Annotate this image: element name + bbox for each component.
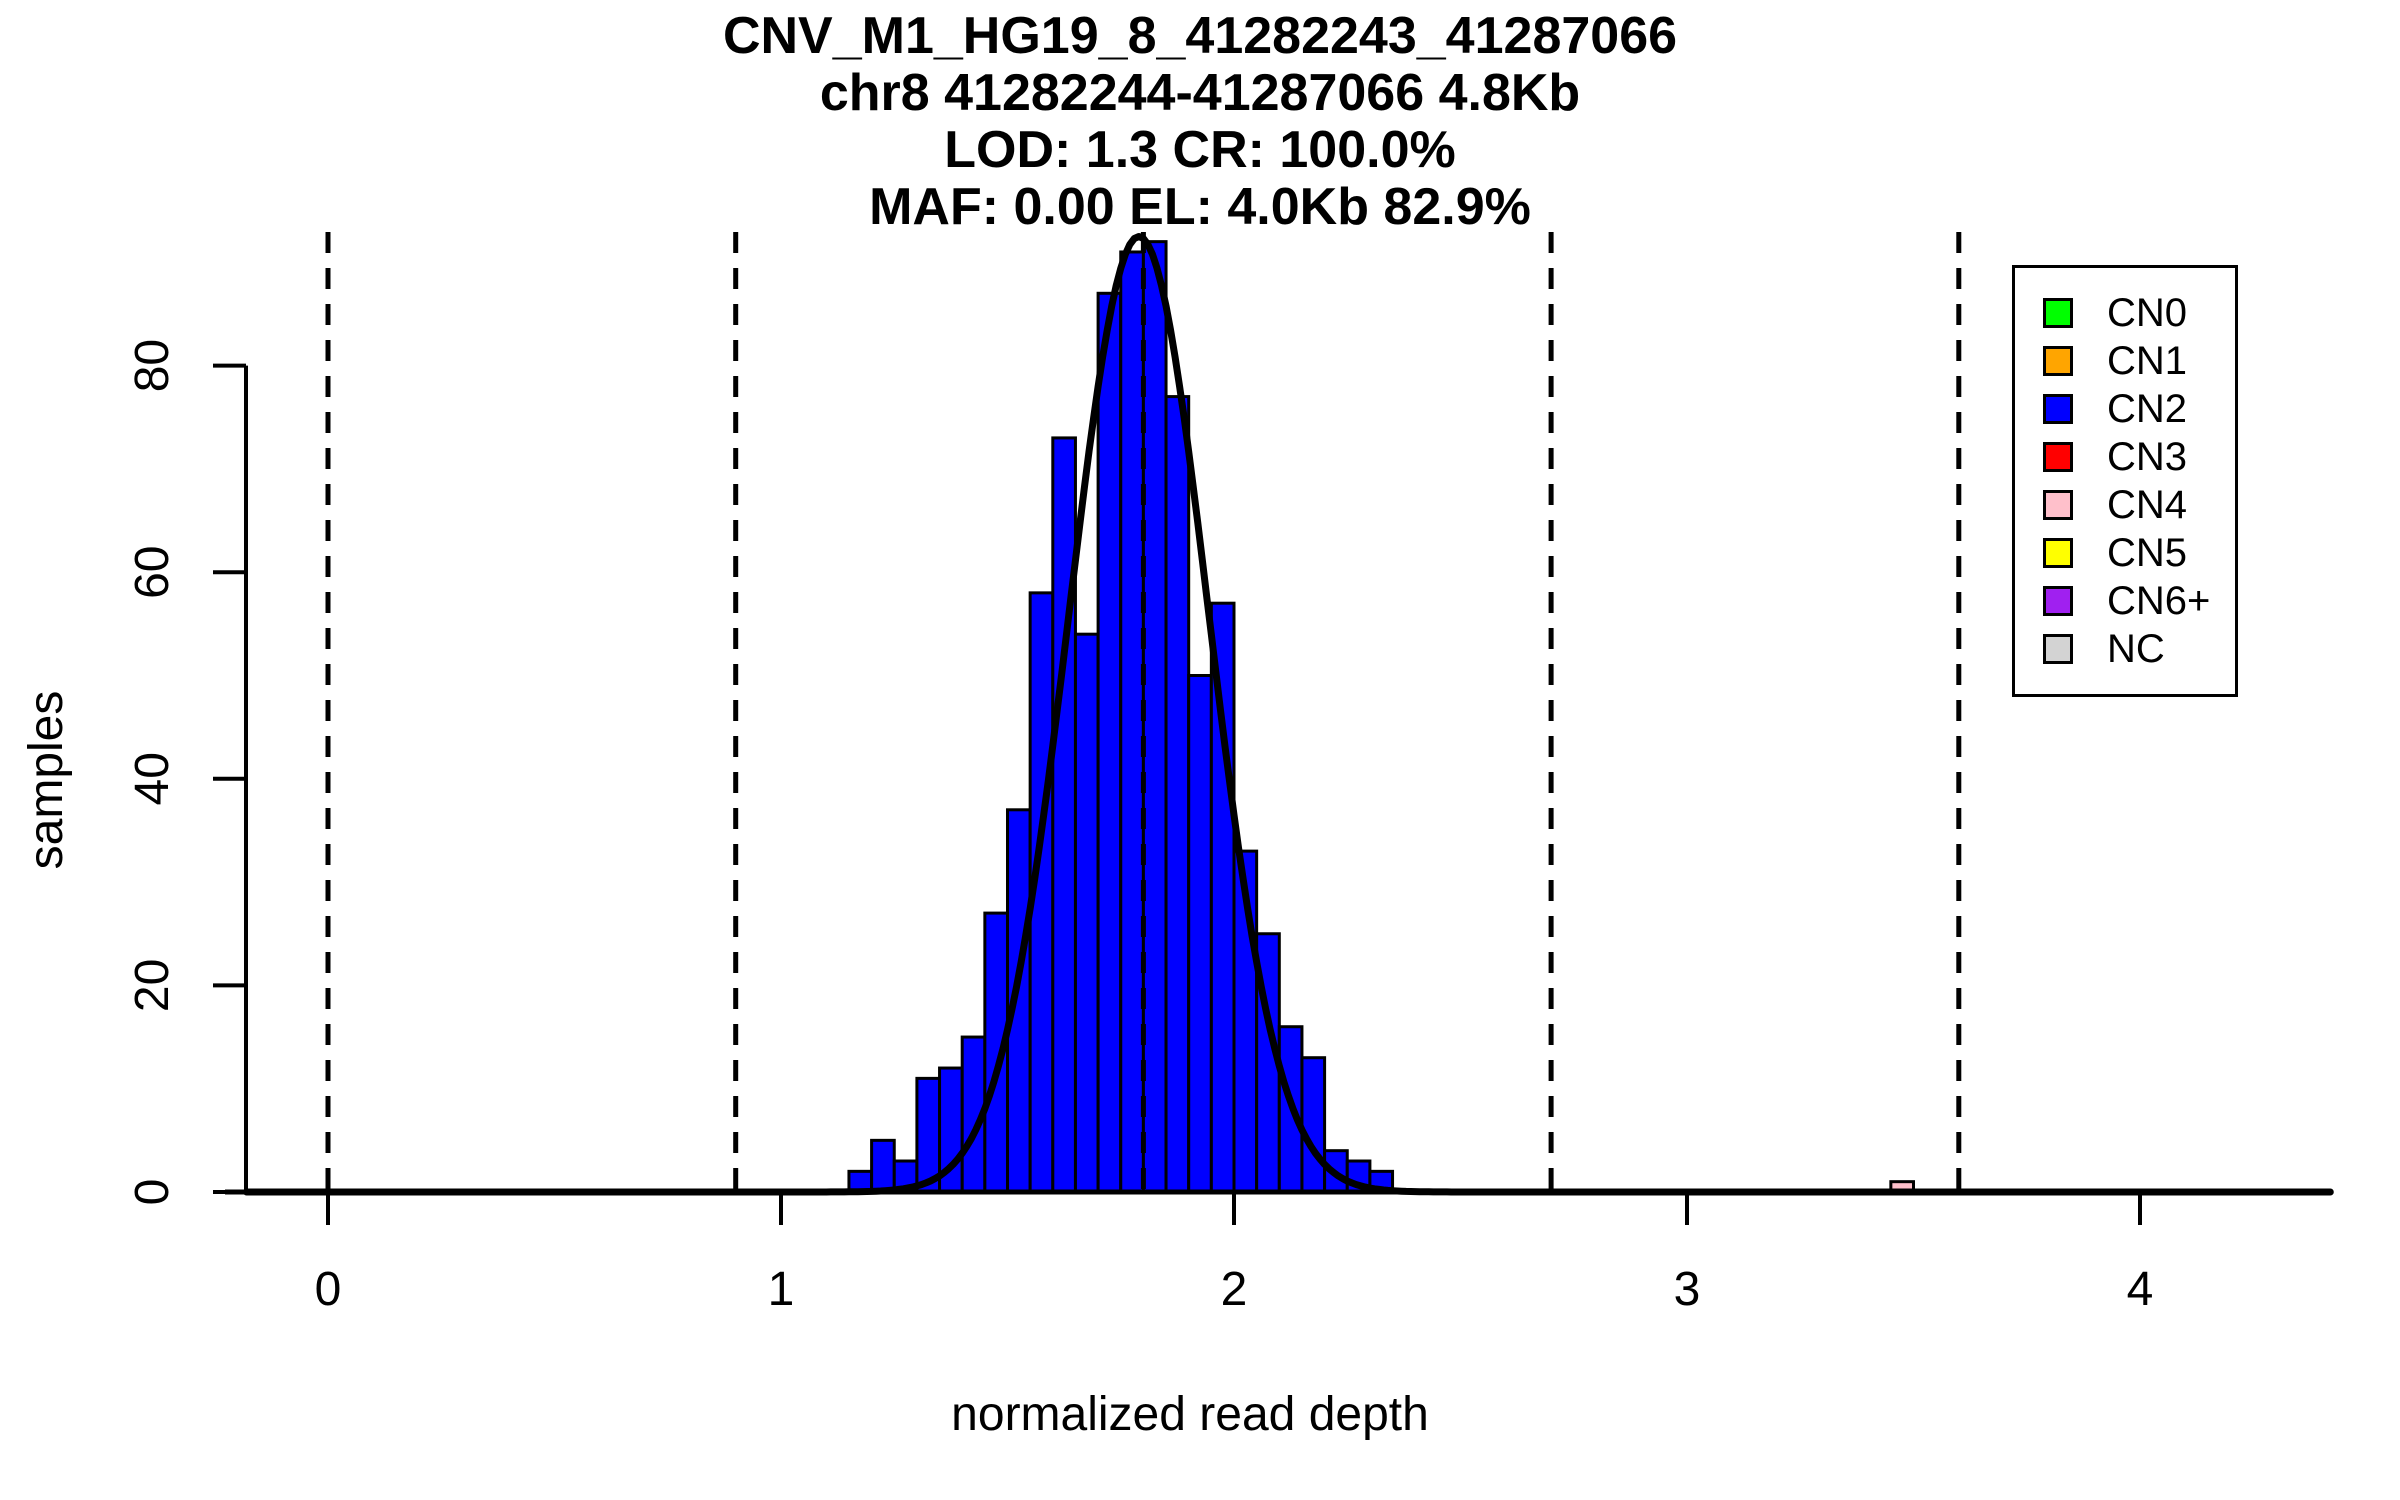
y-tick-label: 40 xyxy=(126,752,179,805)
legend-swatch xyxy=(2043,634,2073,664)
histogram-bar xyxy=(1141,240,1168,1194)
legend-swatch xyxy=(2043,298,2073,328)
legend-item-cn4: CN4 xyxy=(2043,481,2235,529)
x-tick-label: 4 xyxy=(2127,1263,2154,1316)
histogram-bar xyxy=(1051,436,1077,1194)
plot-title: CNV_M1_HG19_8_41282243_41287066 chr8 412… xyxy=(0,8,2400,236)
histogram-bar xyxy=(1164,395,1191,1194)
y-tick-label: 0 xyxy=(126,1179,179,1206)
legend-label: CN6+ xyxy=(2107,578,2211,623)
legend-item-cn0: CN0 xyxy=(2043,289,2235,337)
title-line-2: chr8 41282244-41287066 4.8Kb xyxy=(819,64,1581,122)
legend-item-cn2: CN2 xyxy=(2043,385,2235,433)
legend-swatch xyxy=(2043,490,2073,520)
histogram-bar xyxy=(1187,674,1213,1194)
legend-swatch xyxy=(2043,442,2073,472)
legend-item-cn3: CN3 xyxy=(2043,433,2235,481)
y-tick-label: 20 xyxy=(126,959,179,1012)
x-tick-label: 0 xyxy=(315,1263,342,1316)
legend-swatch xyxy=(2043,394,2073,424)
legend-label: CN3 xyxy=(2107,434,2188,479)
y-tick-label: 80 xyxy=(126,339,179,392)
legend-swatch xyxy=(2043,586,2073,616)
legend-label: CN0 xyxy=(2107,290,2188,335)
title-line-3: LOD: 1.3 CR: 100.0% xyxy=(944,121,1456,179)
x-tick-label: 1 xyxy=(768,1263,795,1316)
legend-label: NC xyxy=(2107,626,2165,671)
histogram-bar xyxy=(870,1138,896,1194)
legend-label: CN4 xyxy=(2107,482,2188,527)
y-axis-title: samples xyxy=(20,691,73,870)
legend-swatch xyxy=(2043,346,2073,376)
y-tick-label: 60 xyxy=(126,546,179,599)
legend-item-nc: NC xyxy=(2043,625,2235,673)
histogram-bar xyxy=(1073,632,1100,1194)
legend-item-cn1: CN1 xyxy=(2043,337,2235,385)
legend-label: CN1 xyxy=(2107,338,2188,383)
legend-box: CN0 CN1 CN2 CN3 CN4 CN5 CN6+ NC xyxy=(2012,265,2238,697)
histogram-bar xyxy=(1119,250,1145,1194)
legend-item-cn5: CN5 xyxy=(2043,529,2235,577)
title-line-4: MAF: 0.00 EL: 4.0Kb 82.9% xyxy=(869,178,1531,236)
histogram-bar xyxy=(1096,291,1123,1194)
legend-item-cn6plus: CN6+ xyxy=(2043,577,2235,625)
x-tick-label: 2 xyxy=(1221,1263,1248,1316)
x-tick-label: 3 xyxy=(1674,1263,1701,1316)
title-line-1: CNV_M1_HG19_8_41282243_41287066 xyxy=(722,7,1678,65)
x-axis-title: normalized read depth xyxy=(951,1388,1429,1441)
legend-label: CN5 xyxy=(2107,530,2188,575)
legend-label: CN2 xyxy=(2107,386,2188,431)
legend-swatch xyxy=(2043,538,2073,568)
histogram-bar xyxy=(1300,1056,1327,1194)
